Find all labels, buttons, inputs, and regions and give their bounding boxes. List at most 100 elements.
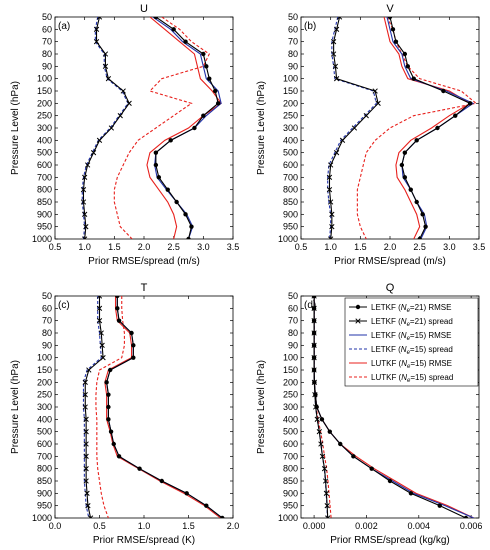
data-point-letkf21_rmse <box>387 17 393 20</box>
panel-Q: 50 60 70 80 90 100 150 200 250 300 400 500 600 700 800… <box>256 282 482 546</box>
y-tick-label: 400 <box>37 135 52 145</box>
x-tick-label: 1.5 <box>354 242 367 252</box>
series-group <box>311 296 474 518</box>
y-tick-label: 150 <box>37 86 52 96</box>
x-tick-label: 2.0 <box>138 242 151 252</box>
data-point-letkf21_rmse <box>311 367 317 373</box>
series-line-letkf15_spread <box>327 17 377 239</box>
series-line-letkf15_rmse <box>106 296 223 518</box>
x-tick-label: 0.5 <box>49 242 62 252</box>
data-point-letkf21_rmse <box>131 343 136 348</box>
data-point-letkf21_spread <box>120 88 126 94</box>
data-point-letkf21_rmse <box>131 355 136 360</box>
data-point-letkf21_rmse <box>312 380 317 385</box>
data-point-letkf21_rmse <box>171 27 176 32</box>
y-axis-label: Pressure Level (hPa) <box>10 81 21 175</box>
y-tick-label: 250 <box>37 111 52 121</box>
x-tick-label: 3.0 <box>197 242 210 252</box>
data-point-letkf21_spread <box>328 199 334 205</box>
data-point-letkf21_spread <box>326 187 333 193</box>
data-point-letkf21_spread <box>330 51 337 57</box>
y-tick-label: 400 <box>37 414 52 424</box>
data-point-letkf21_rmse <box>153 150 159 155</box>
data-point-letkf21_rmse <box>423 224 428 229</box>
y-tick-label: 70 <box>42 316 52 326</box>
data-point-letkf21_rmse <box>441 88 446 94</box>
y-tick-label: 60 <box>42 24 52 34</box>
data-point-letkf21_rmse <box>107 367 113 373</box>
y-tick-label: 800 <box>37 464 52 474</box>
series-line-letkf15_rmse <box>152 17 222 239</box>
data-point-letkf21_rmse <box>106 404 111 410</box>
series-line-letkf21_rmse <box>155 17 219 239</box>
data-point-letkf21_spread <box>85 503 91 509</box>
panel-title: T <box>141 282 148 294</box>
y-tick-label: 850 <box>37 197 52 207</box>
data-point-letkf21_spread <box>84 490 90 496</box>
x-tick-label: 1.0 <box>138 521 151 531</box>
panel-V: 50 60 70 80 90 100 150 200 250 300 400 500 600 700 800… <box>256 3 485 267</box>
x-tick-label: 0.002 <box>355 521 378 531</box>
y-tick-label: 600 <box>283 439 298 449</box>
y-tick-label: 500 <box>283 148 298 158</box>
y-tick-label: 80 <box>42 49 52 59</box>
y-tick-label: 1000 <box>278 513 298 523</box>
data-point-letkf21_spread <box>82 379 88 385</box>
y-tick-label: 90 <box>42 61 52 71</box>
data-point-letkf21_rmse <box>213 88 218 94</box>
panel-title: Q <box>386 282 395 294</box>
y-tick-label: 800 <box>283 464 298 474</box>
data-point-letkf21_spread <box>316 429 322 435</box>
data-point-letkf21_rmse <box>411 76 416 81</box>
data-point-letkf21_spread <box>336 17 343 20</box>
y-tick-label: 600 <box>37 439 52 449</box>
y-tick-label: 90 <box>42 340 52 350</box>
data-point-letkf21_spread <box>322 478 329 484</box>
data-point-letkf21_spread <box>333 26 340 32</box>
plot-frame <box>54 16 234 240</box>
data-point-letkf21_rmse <box>393 39 399 44</box>
y-tick-label: 80 <box>288 49 298 59</box>
legend-label-letkf21_rmse: LETKF (Ne=21) RMSE <box>371 303 451 314</box>
data-point-letkf21_rmse <box>186 236 191 239</box>
x-tick-label: 1.0 <box>78 242 91 252</box>
y-tick-label: 100 <box>37 353 52 363</box>
y-tick-label: 850 <box>37 476 52 486</box>
data-point-letkf21_rmse <box>184 491 189 496</box>
panel-title: V <box>386 3 394 15</box>
x-tick-label: 2.5 <box>167 242 180 252</box>
data-point-letkf21_rmse <box>327 429 332 434</box>
data-point-letkf21_spread <box>102 63 109 69</box>
data-point-letkf21_spread <box>375 100 381 106</box>
data-point-letkf21_rmse <box>338 441 343 447</box>
y-tick-label: 600 <box>283 160 298 170</box>
y-tick-label: 900 <box>283 488 298 498</box>
y-tick-label: 60 <box>288 24 298 34</box>
legend-label-letkf15_rmse: LETKF (Ne=15) RMSE <box>371 331 451 342</box>
y-tick-label: 900 <box>37 488 52 498</box>
data-point-letkf21_rmse <box>402 150 408 155</box>
series-line-letkf21_rmse <box>106 296 223 518</box>
x-tick-label: 2.5 <box>413 242 426 252</box>
data-point-letkf21_rmse <box>414 138 419 143</box>
series-line-letkf21_spread <box>82 17 130 239</box>
data-point-letkf21_spread <box>126 100 132 106</box>
data-point-letkf21_spread <box>83 478 89 484</box>
y-axis-label: Pressure Level (hPa) <box>10 360 21 454</box>
y-tick-label: 100 <box>283 353 298 363</box>
data-point-letkf21_rmse <box>311 296 317 299</box>
data-point-letkf21_spread <box>321 466 328 472</box>
data-point-letkf21_spread <box>82 236 88 239</box>
data-point-letkf21_spread <box>98 330 104 336</box>
data-point-letkf21_rmse <box>183 212 188 217</box>
data-point-letkf21_rmse <box>414 199 419 205</box>
series-line-lutkf15_spread <box>356 17 478 239</box>
data-point-letkf21_rmse <box>319 417 325 422</box>
y-tick-label: 200 <box>37 98 52 108</box>
data-point-letkf21_spread <box>318 441 324 447</box>
x-tick-label: 1.0 <box>324 242 337 252</box>
data-point-letkf21_rmse <box>207 76 212 81</box>
data-point-letkf21_rmse <box>168 138 173 143</box>
data-point-letkf21_rmse <box>115 306 120 311</box>
data-point-letkf21_rmse <box>311 355 317 360</box>
